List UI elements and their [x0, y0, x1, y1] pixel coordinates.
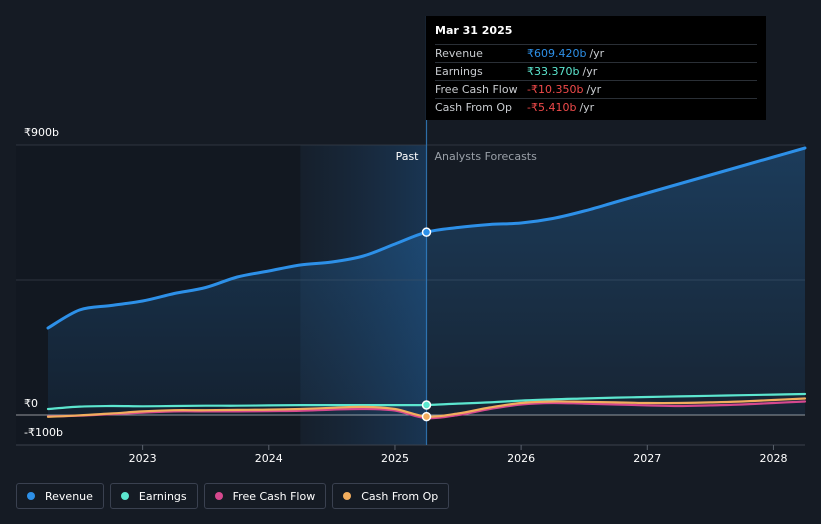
tooltip-row-value: ₹609.420b	[527, 47, 587, 60]
tooltip-row: Earnings ₹33.370b/yr	[435, 62, 757, 80]
legend-item-revenue[interactable]: Revenue	[16, 483, 104, 509]
legend-dot-icon	[27, 492, 35, 500]
y-tick-label: ₹0	[24, 397, 38, 410]
legend-label: Cash From Op	[361, 489, 439, 503]
tooltip-row-name: Revenue	[435, 47, 483, 60]
legend-dot-icon	[343, 492, 352, 500]
tooltip-row: Revenue ₹609.420b/yr	[435, 44, 757, 62]
x-tick-label: 2026	[507, 452, 535, 465]
tooltip-row-unit: /yr	[582, 65, 598, 78]
revenue-marker	[421, 227, 432, 237]
x-tick-label: 2023	[129, 452, 157, 465]
legend-dot-icon	[214, 492, 223, 500]
past-label: Past	[396, 150, 420, 163]
legend-item-free-cash-flow[interactable]: Free Cash Flow	[203, 483, 327, 509]
tooltip-row-unit: /yr	[589, 47, 605, 60]
legend-label: Earnings	[138, 489, 187, 503]
legend-label: Revenue	[45, 489, 93, 503]
legend-item-cash-from-op[interactable]: Cash From Op	[332, 483, 450, 509]
revenue-area	[48, 148, 805, 415]
tooltip-row-unit: /yr	[579, 101, 595, 114]
tooltip-title: Mar 31 2025	[435, 24, 513, 37]
tooltip: Mar 31 2025 Revenue ₹609.420b/yr Earnings ₹…	[426, 16, 766, 120]
tooltip-row-value: ₹33.370b	[527, 65, 580, 78]
tooltip-row-name: Cash From Op	[435, 101, 513, 114]
x-tick-label: 2024	[255, 452, 283, 465]
cash-from-op-marker	[421, 411, 432, 422]
tooltip-row: Free Cash Flow -₹10.350b/yr	[435, 80, 757, 98]
x-tick-label: 2027	[633, 452, 661, 465]
tooltip-row-unit: /yr	[586, 83, 602, 96]
tooltip-row: Cash From Op -₹5.410b/yr	[435, 98, 757, 116]
tooltip-row-name: Free Cash Flow	[435, 83, 518, 96]
tooltip-row-value: -₹5.410b	[527, 101, 577, 114]
x-tick-label: 2025	[381, 452, 409, 465]
y-tick-label: -₹100b	[24, 426, 63, 439]
forecast-label: Analysts Forecasts	[435, 150, 538, 163]
x-tick-label: 2028	[759, 452, 787, 465]
legend-label: Free Cash Flow	[232, 489, 316, 503]
earnings-marker	[421, 400, 432, 410]
legend: Revenue Earnings Free Cash Flow Cash From O…	[16, 483, 450, 511]
tooltip-row-value: -₹10.350b	[527, 83, 584, 96]
legend-dot-icon	[120, 492, 129, 500]
y-tick-label: ₹900b	[24, 126, 59, 139]
legend-item-earnings[interactable]: Earnings	[109, 483, 198, 509]
tooltip-row-name: Earnings	[435, 65, 483, 78]
